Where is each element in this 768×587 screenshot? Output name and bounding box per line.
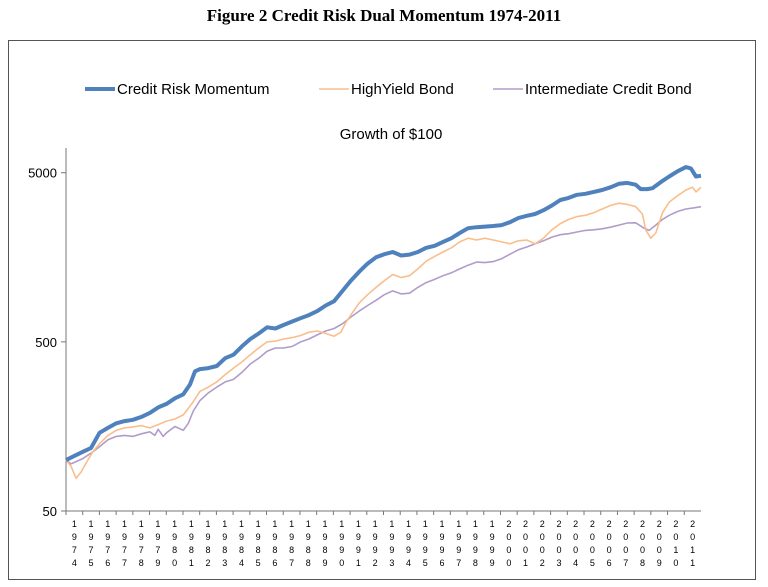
axes bbox=[65, 148, 701, 512]
chart-title: Growth of $100 bbox=[340, 126, 443, 143]
tick-labels: 5000 500 50 1 9 7 4 1 9 7 5 1 9 7 6 1 9 7 7 1 9 7 8 1 9 7 9 1 9 8 0 1 9 8… bbox=[28, 166, 695, 568]
series-layer bbox=[65, 165, 702, 480]
legend-label: HighYield Bond bbox=[351, 81, 454, 98]
chart-frame: Credit Risk Momentum HighYield Bond Interm… bbox=[8, 40, 756, 580]
y-tick-label: 5000 bbox=[28, 166, 57, 181]
series-line-intermediate-credit-bond bbox=[65, 205, 702, 465]
legend-label: Intermediate Credit Bond bbox=[525, 81, 692, 98]
y-tick-label: 500 bbox=[35, 335, 57, 350]
series-line-credit-risk-momentum bbox=[65, 165, 702, 462]
y-tick-label: 50 bbox=[43, 504, 57, 519]
figure-title: Figure 2 Credit Risk Dual Momentum 1974-… bbox=[206, 6, 562, 25]
chart-svg: Credit Risk Momentum HighYield Bond Interm… bbox=[28, 81, 702, 568]
legend-label: Credit Risk Momentum bbox=[117, 81, 270, 98]
series-line-highyield-bond bbox=[65, 186, 702, 480]
legend: Credit Risk Momentum HighYield Bond Interm… bbox=[85, 81, 692, 98]
